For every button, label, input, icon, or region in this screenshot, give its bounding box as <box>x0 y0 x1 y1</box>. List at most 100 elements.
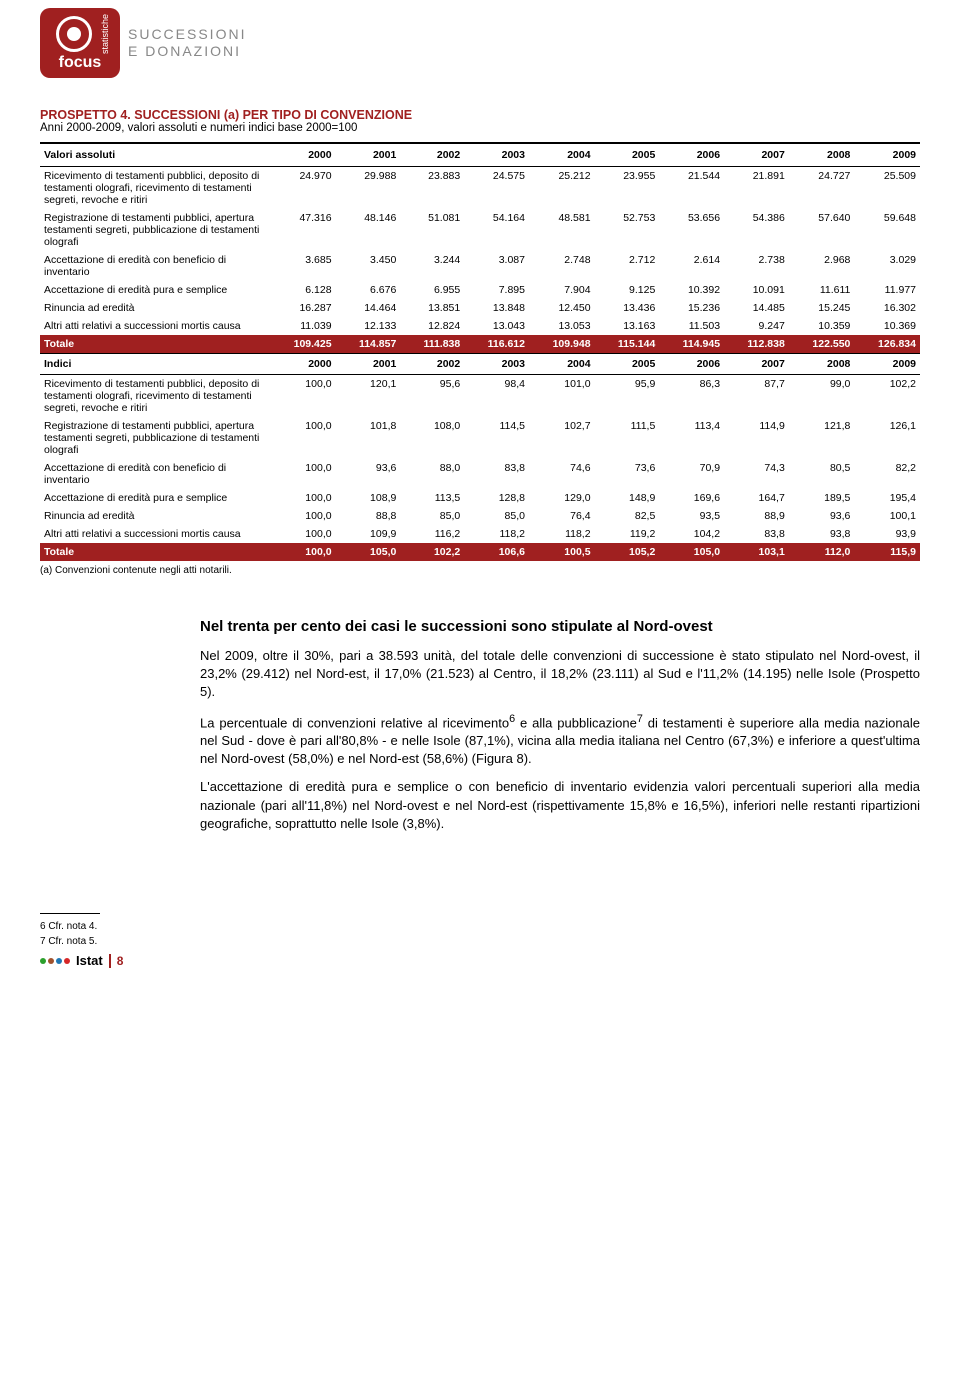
cell-value: 80,5 <box>789 459 855 489</box>
cell-value: 10.392 <box>659 281 724 299</box>
cell-value: 101,0 <box>529 375 595 418</box>
cell-value: 114.857 <box>336 335 401 354</box>
cell-value: 114,5 <box>464 417 529 459</box>
cell-value: 121,8 <box>789 417 855 459</box>
header-label: Valori assoluti <box>40 143 270 167</box>
cell-value: 115.144 <box>595 335 660 354</box>
year-header: 2006 <box>659 354 724 375</box>
cell-value: 195,4 <box>854 489 920 507</box>
cell-value: 73,6 <box>595 459 660 489</box>
cell-value: 93,6 <box>789 507 855 525</box>
header-banner: statistiche focus SUCCESSIONI E DONAZION… <box>40 0 920 98</box>
cell-value: 105,0 <box>336 543 401 561</box>
cell-value: 114,9 <box>724 417 789 459</box>
cell-value: 95,6 <box>400 375 464 418</box>
cell-value: 21.544 <box>659 167 724 210</box>
dot-icon <box>48 958 54 964</box>
dot-icon <box>40 958 46 964</box>
table-row: Accettazione di eredità con beneficio di… <box>40 251 920 281</box>
prospetto-title: PROSPETTO 4. SUCCESSIONI (a) PER TIPO DI… <box>40 108 920 122</box>
cell-value: 14.485 <box>724 299 789 317</box>
table-row: Altri atti relativi a successioni mortis… <box>40 317 920 335</box>
cell-value: 113,5 <box>400 489 464 507</box>
cell-value: 3.244 <box>400 251 464 281</box>
cell-value: 13.053 <box>529 317 595 335</box>
cell-value: 3.685 <box>270 251 336 281</box>
year-header: 2002 <box>400 354 464 375</box>
cell-value: 98,4 <box>464 375 529 418</box>
cell-value: 118,2 <box>464 525 529 543</box>
cell-value: 108,0 <box>400 417 464 459</box>
cell-value: 11.611 <box>789 281 855 299</box>
cell-value: 118,2 <box>529 525 595 543</box>
istat-brand: Istat <box>76 953 103 968</box>
year-header: 2007 <box>724 143 789 167</box>
row-label: Altri atti relativi a successioni mortis… <box>40 525 270 543</box>
data-table: Valori assoluti2000200120022003200420052… <box>40 142 920 561</box>
cell-value: 100,0 <box>270 507 336 525</box>
banner-title: SUCCESSIONI E DONAZIONI <box>128 26 246 60</box>
cell-value: 51.081 <box>400 209 464 251</box>
cell-value: 3.087 <box>464 251 529 281</box>
cell-value: 9.247 <box>724 317 789 335</box>
footnotes-rule <box>40 913 100 917</box>
cell-value: 129,0 <box>529 489 595 507</box>
cell-value: 93,5 <box>659 507 724 525</box>
cell-value: 109.425 <box>270 335 336 354</box>
cell-value: 102,2 <box>854 375 920 418</box>
cell-value: 2.968 <box>789 251 855 281</box>
cell-value: 100,0 <box>270 489 336 507</box>
row-label: Registrazione di testamenti pubblici, ap… <box>40 209 270 251</box>
cell-value: 88,9 <box>724 507 789 525</box>
dot-icon <box>56 958 62 964</box>
istat-logo: Istat 8 <box>40 953 920 968</box>
cell-value: 148,9 <box>595 489 660 507</box>
cell-value: 9.125 <box>595 281 660 299</box>
body-p1: Nel 2009, oltre il 30%, pari a 38.593 un… <box>200 647 920 702</box>
cell-value: 100,5 <box>529 543 595 561</box>
cell-value: 189,5 <box>789 489 855 507</box>
table-row: Accettazione di eredità pura e semplice6… <box>40 281 920 299</box>
cell-value: 99,0 <box>789 375 855 418</box>
body-p2b: e alla pubblicazione <box>515 715 637 730</box>
cell-value: 11.039 <box>270 317 336 335</box>
cell-value: 15.245 <box>789 299 855 317</box>
istat-dots-icon <box>40 958 70 964</box>
cell-value: 48.581 <box>529 209 595 251</box>
cell-value: 86,3 <box>659 375 724 418</box>
cell-value: 70,9 <box>659 459 724 489</box>
page-number: 8 <box>109 954 124 968</box>
logo-circle-icon <box>56 16 92 52</box>
cell-value: 53.656 <box>659 209 724 251</box>
table-row: Rinuncia ad eredità100,088,885,085,076,4… <box>40 507 920 525</box>
cell-value: 100,0 <box>270 459 336 489</box>
cell-value: 102,2 <box>400 543 464 561</box>
body-p2: La percentuale di convenzioni relative a… <box>200 712 920 769</box>
table-row: Altri atti relativi a successioni mortis… <box>40 525 920 543</box>
footnote-6: 6 Cfr. nota 4. <box>40 921 920 932</box>
cell-value: 83,8 <box>464 459 529 489</box>
table-header-abs: Valori assoluti2000200120022003200420052… <box>40 143 920 167</box>
cell-value: 116.612 <box>464 335 529 354</box>
cell-value: 126.834 <box>854 335 920 354</box>
cell-value: 102,7 <box>529 417 595 459</box>
year-header: 2001 <box>336 354 401 375</box>
cell-value: 29.988 <box>336 167 401 210</box>
year-header: 2009 <box>854 143 920 167</box>
year-header: 2005 <box>595 143 660 167</box>
cell-value: 85,0 <box>464 507 529 525</box>
cell-value: 2.712 <box>595 251 660 281</box>
cell-value: 93,6 <box>336 459 401 489</box>
cell-value: 106,6 <box>464 543 529 561</box>
cell-value: 128,8 <box>464 489 529 507</box>
cell-value: 108,9 <box>336 489 401 507</box>
total-row-abs: Totale109.425114.857111.838116.612109.94… <box>40 335 920 354</box>
cell-value: 52.753 <box>595 209 660 251</box>
cell-value: 6.955 <box>400 281 464 299</box>
cell-value: 54.386 <box>724 209 789 251</box>
cell-value: 54.164 <box>464 209 529 251</box>
row-label: Rinuncia ad eredità <box>40 299 270 317</box>
cell-value: 100,0 <box>270 543 336 561</box>
cell-value: 87,7 <box>724 375 789 418</box>
cell-value: 105,0 <box>659 543 724 561</box>
